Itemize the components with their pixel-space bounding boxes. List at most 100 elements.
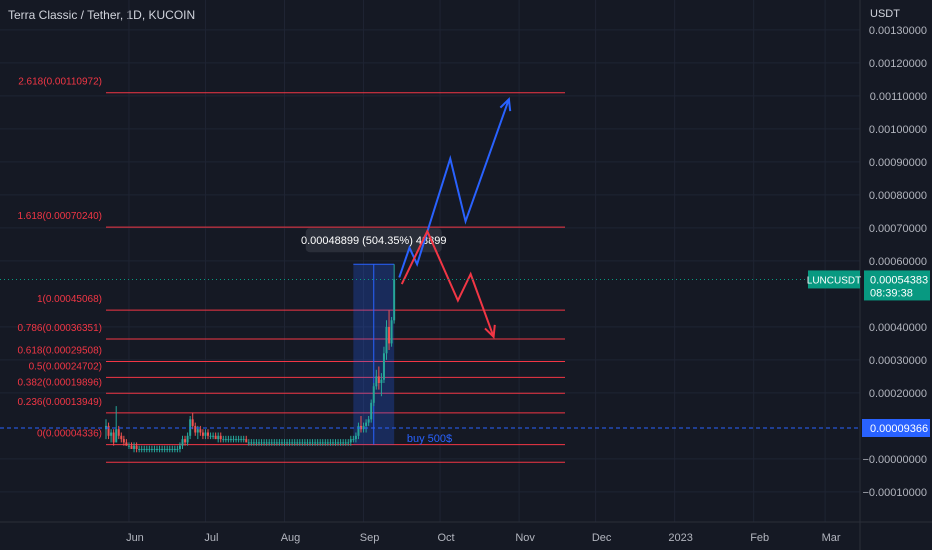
fib-level-label: 1.618(0.00070240)	[17, 211, 102, 222]
candle-body	[245, 439, 248, 443]
symbol-tag-bg	[808, 270, 860, 289]
candle-body	[334, 442, 337, 444]
fib-level-label: 0.5(0.00024702)	[29, 361, 102, 372]
current-price-tag: 0.00054383	[870, 274, 928, 286]
currency-label: USDT	[870, 8, 900, 20]
x-tick-label: Feb	[750, 532, 769, 544]
candle-body	[235, 439, 238, 441]
candle-body	[377, 376, 380, 384]
candle-body	[258, 442, 260, 444]
candle-body	[283, 442, 286, 444]
candle-body	[240, 439, 243, 441]
candle-body	[319, 442, 322, 444]
x-tick-label: Dec	[592, 532, 612, 544]
candle-body	[263, 442, 266, 444]
x-tick-label: 2023	[668, 532, 692, 544]
candle-body	[303, 442, 306, 444]
candle-body	[163, 449, 166, 451]
candle-body	[339, 442, 342, 444]
x-tick-label: Aug	[281, 532, 301, 544]
candle-body	[207, 432, 209, 436]
candle-body	[176, 449, 179, 451]
candlesticks	[105, 264, 396, 453]
candle-body	[255, 442, 258, 444]
candle-body	[112, 432, 115, 443]
candle-body	[237, 439, 240, 441]
candle-body	[171, 449, 174, 451]
candle-body	[288, 442, 291, 444]
candle-body	[148, 449, 151, 451]
candle-body	[296, 442, 299, 444]
y-tick-label: 0.00040000	[869, 322, 927, 334]
projection-down-arrowhead	[484, 324, 496, 339]
candle-body	[161, 449, 164, 451]
fib-retracement[interactable]: 2.618(0.00110972) 1.618(0.00070240) 1(0.00…	[17, 77, 565, 463]
candle-body	[337, 442, 340, 444]
candle-body	[135, 445, 138, 450]
candle-body	[291, 442, 294, 444]
candle-body	[191, 419, 194, 426]
x-tick-label: Sep	[360, 532, 380, 544]
candle-body	[375, 376, 378, 387]
y-tick-label: 0.00030000	[869, 355, 927, 367]
candle-body	[273, 442, 276, 444]
y-tick-label: −0.00000000	[862, 454, 927, 466]
candle-body	[354, 435, 357, 440]
projection-up	[398, 98, 510, 278]
y-tick-label: 0.00090000	[869, 157, 927, 169]
projections[interactable]	[398, 97, 512, 339]
fib-level-label: 0.382(0.00019896)	[17, 377, 102, 388]
candle-body	[342, 442, 345, 444]
candle-body	[224, 439, 227, 441]
candle-body	[324, 442, 327, 444]
candle-body	[125, 442, 128, 446]
candle-body	[212, 435, 215, 437]
y-tick-label: 0.00060000	[869, 256, 927, 268]
candle-body	[388, 326, 391, 344]
candle-body	[107, 425, 110, 436]
projection-down	[400, 228, 495, 338]
candle-body	[209, 435, 212, 437]
candle-body	[370, 402, 373, 420]
y-tick-label: 0.00120000	[869, 58, 927, 70]
fib-level-label: 0(0.00004336)	[37, 429, 102, 440]
candle-body	[194, 425, 197, 433]
candle-body	[166, 449, 169, 451]
candle-body	[314, 442, 317, 444]
candle-body	[184, 439, 187, 443]
x-axis[interactable]: Jun Jul Aug Sep Oct Nov Dec 2023 Feb Mar	[0, 521, 932, 544]
candle-body	[393, 279, 396, 321]
symbol-tag: LUNCUSDT	[807, 275, 861, 286]
measure-range[interactable]: 0.00048899 (504.35%) 48899	[301, 228, 447, 445]
candle-body	[352, 439, 355, 441]
candle-body	[227, 439, 230, 441]
candle-body	[229, 439, 232, 441]
candle-body	[252, 442, 255, 444]
x-tick-label: Nov	[515, 532, 535, 544]
candle-body	[270, 442, 273, 444]
candle-body	[110, 432, 113, 436]
y-axis[interactable]: 0.00130000 0.00120000 0.00110000 0.00100000…	[859, 0, 927, 550]
x-tick-label: Mar	[822, 532, 841, 544]
candle-body	[145, 449, 148, 451]
candle-body	[367, 419, 370, 423]
candle-body	[311, 442, 314, 444]
candle-body	[250, 442, 253, 444]
candle-body	[158, 449, 161, 451]
y-tick-label: 0.00070000	[869, 223, 927, 235]
candle-body	[120, 435, 123, 440]
candle-body	[265, 442, 268, 444]
candle-body	[217, 435, 220, 440]
candle-body	[380, 379, 383, 384]
measure-label-bg	[305, 228, 442, 253]
chart-title: Terra Classic / Tether, 1D, KUCOIN	[8, 8, 196, 22]
candle-body	[204, 432, 207, 436]
buy-line-label: buy 500$	[407, 433, 452, 445]
candle-body	[242, 439, 245, 441]
x-tick-label: Oct	[437, 532, 454, 544]
candle-body	[347, 442, 350, 444]
price-lines: buy 500$	[0, 278, 860, 445]
candle-body	[168, 449, 171, 451]
